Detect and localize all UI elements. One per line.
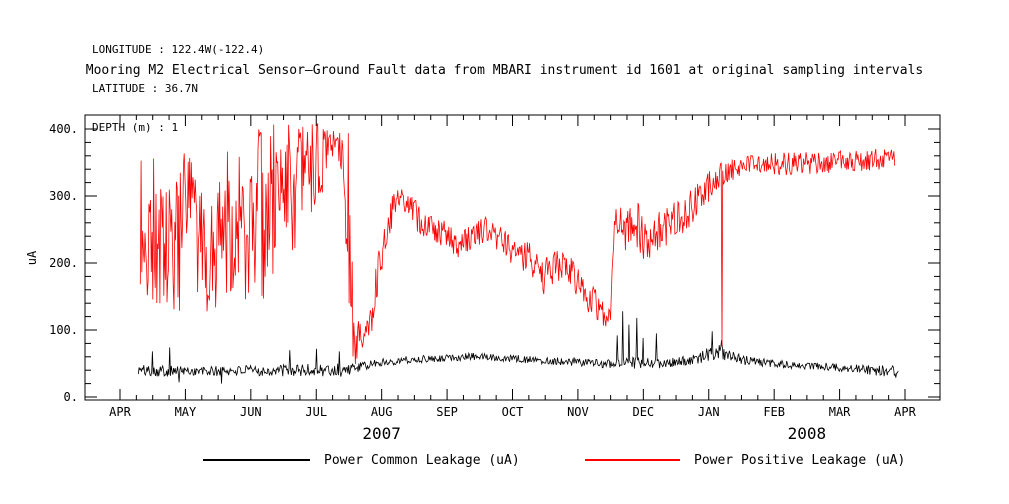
- legend-line-power-positive: [585, 459, 680, 461]
- x-tick-label: MAR: [829, 405, 851, 419]
- legend-item-power-common: Power Common Leakage (uA): [203, 452, 520, 468]
- year-label: 2008: [788, 424, 827, 443]
- x-tick-label: APR: [109, 405, 131, 419]
- year-label: 2007: [362, 424, 401, 443]
- series-line-power-positive: [139, 123, 896, 365]
- y-tick-label: 200.: [49, 256, 78, 270]
- x-tick-label: JUL: [305, 405, 327, 419]
- legend-label-power-positive: Power Positive Leakage (uA): [694, 452, 906, 468]
- x-tick-label: AUG: [371, 405, 393, 419]
- longitude-label: LONGITUDE : 122.4W(-122.4): [92, 43, 265, 56]
- x-tick-label: FEB: [763, 405, 785, 419]
- x-tick-label: OCT: [502, 405, 524, 419]
- legend-item-power-positive: Power Positive Leakage (uA): [585, 452, 905, 468]
- y-tick-label: 0.: [64, 390, 78, 404]
- legend-label-power-common: Power Common Leakage (uA): [324, 452, 520, 468]
- x-tick-label: SEP: [436, 405, 458, 419]
- latitude-label: LATITUDE : 36.7N: [92, 82, 198, 95]
- y-axis-label: uA: [25, 250, 39, 265]
- x-tick-label: JAN: [698, 405, 720, 419]
- series-line-power-common: [137, 311, 899, 384]
- y-tick-label: 300.: [49, 189, 78, 203]
- x-tick-label: DEC: [632, 405, 654, 419]
- chart-title: Mooring M2 Electrical Sensor–Ground Faul…: [85, 63, 924, 78]
- x-tick-label: NOV: [567, 405, 589, 419]
- location-metadata: LONGITUDE : 122.4W(-122.4) LATITUDE : 36…: [92, 17, 264, 160]
- y-tick-label: 400.: [49, 122, 78, 136]
- y-tick-label: 100.: [49, 323, 78, 337]
- legend-line-power-common: [203, 459, 310, 461]
- depth-label: DEPTH (m) : 1: [92, 121, 179, 134]
- x-tick-label: JUN: [240, 405, 262, 419]
- x-tick-label: APR: [894, 405, 916, 419]
- x-tick-label: MAY: [175, 405, 197, 419]
